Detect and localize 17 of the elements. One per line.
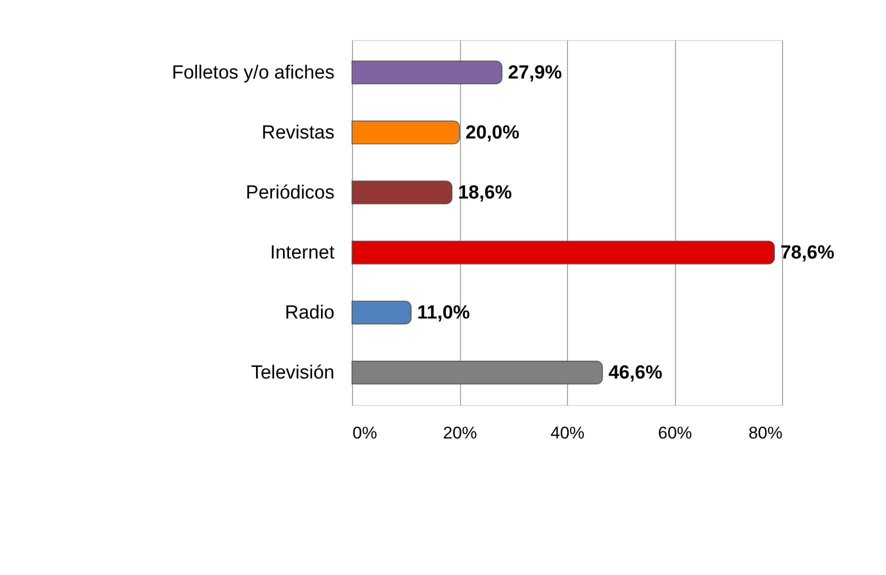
y-tick-label: Radio <box>284 302 334 324</box>
y-tick-label: Televisión <box>251 362 334 384</box>
x-tick-label: 20% <box>442 424 478 442</box>
y-tick-label: Folletos y/o afiches <box>172 62 334 84</box>
y-tick-label: Internet <box>270 242 336 264</box>
x-tick-label: 60% <box>658 424 692 442</box>
data-label: 18,6% <box>458 182 512 204</box>
data-label: 78,6% <box>780 242 834 264</box>
data-label: 46,6% <box>608 362 662 384</box>
data-label: 20,0% <box>466 122 520 144</box>
y-tick-label: Revistas <box>262 122 334 144</box>
data-label: 11,0% <box>417 302 470 324</box>
data-label: 27,9% <box>508 62 562 84</box>
x-tick-label: 80% <box>748 424 782 442</box>
x-tick-label: 40% <box>550 424 585 442</box>
y-tick-label: Periódicos <box>246 182 334 204</box>
x-tick-label: 0% <box>352 424 378 442</box>
